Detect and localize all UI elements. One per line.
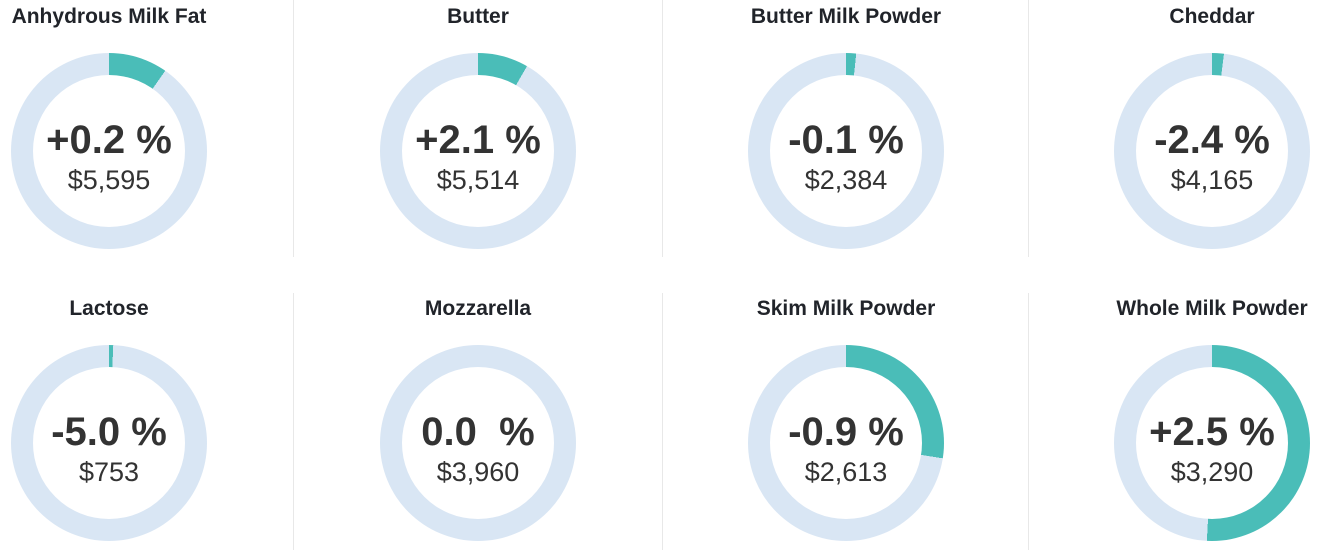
donut-hole: -0.9 % $2,613: [770, 367, 922, 519]
card-title: Anhydrous Milk Fat: [11, 5, 207, 28]
donut-hole: +2.5 % $3,290: [1136, 367, 1288, 519]
kpi-card-cheddar[interactable]: Cheddar -2.4 % $4,165: [1027, 0, 1329, 258]
price-value: $5,514: [436, 164, 520, 195]
card-title: Butter: [447, 5, 509, 28]
change-percent: 0.0 %: [421, 410, 535, 455]
kpi-card-whole-milk-powder[interactable]: Whole Milk Powder +2.5 % $3,290: [1027, 292, 1329, 550]
price-value: $753: [78, 456, 140, 487]
change-percent: +0.2 %: [46, 118, 172, 163]
card-title: Cheddar: [1169, 5, 1255, 28]
donut-chart[interactable]: -0.1 % $2,384: [748, 53, 944, 249]
change-percent: +2.5 %: [1149, 410, 1275, 455]
price-value: $3,290: [1170, 456, 1254, 487]
change-percent: -0.1 %: [788, 118, 904, 163]
column-divider: [1028, 0, 1029, 257]
card-title: Butter Milk Powder: [750, 5, 942, 28]
change-percent: -2.4 %: [1154, 118, 1270, 163]
donut-chart[interactable]: -2.4 % $4,165: [1114, 53, 1310, 249]
donut-hole: -2.4 % $4,165: [1136, 75, 1288, 227]
price-value: $2,613: [804, 456, 888, 487]
kpi-card-lactose[interactable]: Lactose -5.0 % $753: [0, 292, 294, 550]
donut-hole: +2.1 % $5,514: [402, 75, 554, 227]
price-value: $5,595: [67, 164, 151, 195]
donut-chart[interactable]: 0.0 % $3,960: [380, 345, 576, 541]
price-value: $4,165: [1170, 164, 1254, 195]
price-value: $2,384: [804, 164, 888, 195]
donut-chart[interactable]: +2.5 % $3,290: [1114, 345, 1310, 541]
donut-chart[interactable]: -5.0 % $753: [11, 345, 207, 541]
kpi-card-mozzarella[interactable]: Mozzarella 0.0 % $3,960: [293, 292, 663, 550]
change-percent: +2.1 %: [415, 118, 541, 163]
donut-chart[interactable]: -0.9 % $2,613: [748, 345, 944, 541]
change-percent: -5.0 %: [51, 410, 167, 455]
column-divider: [662, 0, 663, 257]
kpi-card-skim-milk-powder[interactable]: Skim Milk Powder -0.9 % $2,613: [661, 292, 1031, 550]
donut-hole: -5.0 % $753: [33, 367, 185, 519]
card-title: Lactose: [69, 297, 149, 320]
card-title: Mozzarella: [424, 297, 532, 320]
donut-hole: -0.1 % $2,384: [770, 75, 922, 227]
change-percent: -0.9 %: [788, 410, 904, 455]
card-title: Skim Milk Powder: [756, 297, 936, 320]
column-divider: [293, 0, 294, 257]
kpi-card-butter[interactable]: Butter +2.1 % $5,514: [293, 0, 663, 258]
donut-chart[interactable]: +0.2 % $5,595: [11, 53, 207, 249]
kpi-card-anhydrous-milk-fat[interactable]: Anhydrous Milk Fat +0.2 % $5,595: [0, 0, 294, 258]
card-title: Whole Milk Powder: [1116, 297, 1308, 320]
column-divider: [662, 293, 663, 550]
column-divider: [293, 293, 294, 550]
kpi-card-butter-milk-powder[interactable]: Butter Milk Powder -0.1 % $2,384: [661, 0, 1031, 258]
price-value: $3,960: [436, 456, 520, 487]
column-divider: [1028, 293, 1029, 550]
donut-chart[interactable]: +2.1 % $5,514: [380, 53, 576, 249]
donut-hole: +0.2 % $5,595: [33, 75, 185, 227]
donut-hole: 0.0 % $3,960: [402, 367, 554, 519]
